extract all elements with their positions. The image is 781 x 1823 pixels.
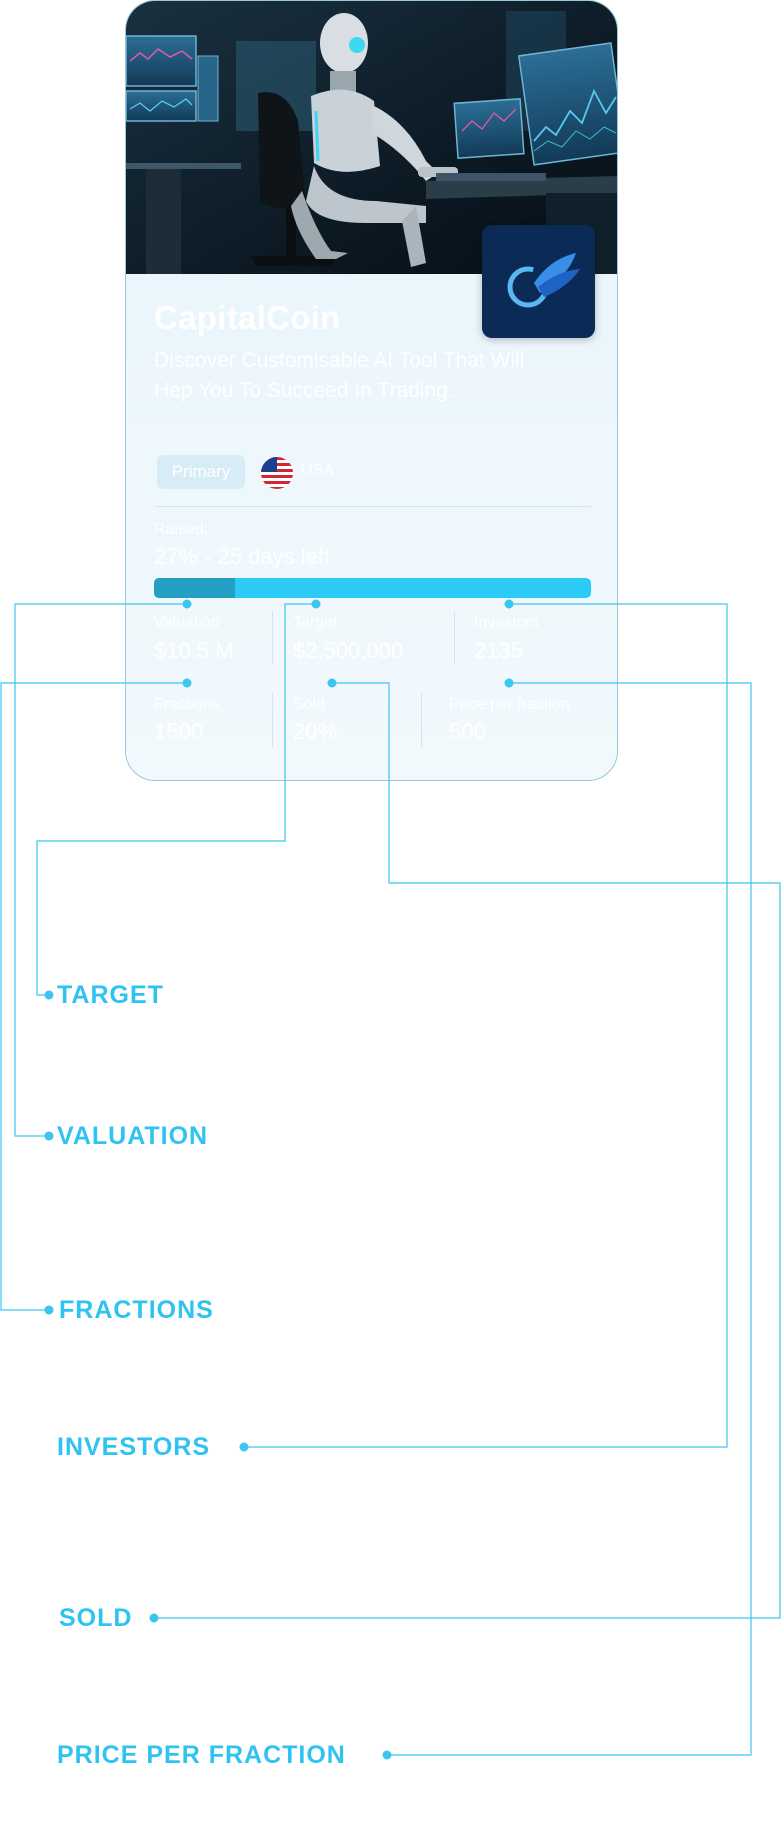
investment-card[interactable]: CapitalCoin Discover Customisable AI Too…: [125, 0, 618, 781]
connector-price-per-fraction: [387, 682, 752, 1756]
anchor-dot: [504, 599, 514, 609]
country-label: USA: [301, 462, 334, 479]
callout-valuation: VALUATION: [57, 1122, 209, 1150]
price-per-fraction-label: Price per fraction: [449, 696, 570, 713]
hero-image: [126, 1, 617, 274]
anchor-dot: [311, 599, 321, 609]
stat-separator: [454, 611, 455, 665]
stat-separator: [272, 611, 273, 665]
price-per-fraction-value: 500: [449, 719, 486, 744]
anchor-dot: [327, 678, 337, 688]
callout-dot: [239, 1442, 249, 1452]
investors-label: Investors: [474, 614, 539, 631]
connector-investors: [244, 603, 728, 1448]
valuation-label: Valuation: [154, 614, 220, 631]
investors-value: 2135: [474, 638, 523, 663]
raise-progress-bar: [154, 578, 591, 598]
callout-dot: [44, 1131, 54, 1141]
stat-separator: [272, 693, 273, 747]
anchor-dot: [182, 599, 192, 609]
usa-flag-icon: [261, 457, 293, 489]
callout-dot: [382, 1750, 392, 1760]
stat-separator: [421, 693, 422, 747]
callout-target: TARGET: [57, 981, 164, 1009]
connector-target: [36, 603, 316, 996]
raise-progress-fill: [154, 578, 235, 598]
sold-label: Sold: [293, 696, 326, 713]
raised-value: 27% - 25 days left: [154, 544, 331, 569]
primary-tag[interactable]: Primary: [157, 455, 245, 489]
valuation-value: $10.5 M: [154, 638, 234, 663]
callout-dot: [149, 1613, 159, 1623]
callout-dot: [44, 1305, 54, 1315]
capitalcoin-logo-icon: [482, 225, 595, 338]
callout-fractions: FRACTIONS: [59, 1296, 214, 1324]
callout-dot: [44, 990, 54, 1000]
target-label: Target: [293, 614, 338, 631]
anchor-dot: [504, 678, 514, 688]
project-description: Discover Customisable AI Tool That Will …: [154, 349, 525, 402]
target-value: $2,500,000: [293, 638, 404, 663]
connector-valuation: [14, 603, 187, 1137]
connector-sold: [154, 682, 781, 1619]
callout-price-per-fraction: PRICE PER FRACTION: [57, 1741, 346, 1769]
fractions-label: Fractions: [154, 696, 220, 713]
connector-fractions: [0, 682, 187, 1311]
callout-investors: INVESTORS: [57, 1433, 211, 1461]
callout-sold: SOLD: [59, 1604, 133, 1632]
raised-label: Raised:: [154, 521, 209, 538]
project-title: CapitalCoin: [154, 299, 341, 336]
fractions-value: 1500: [154, 719, 203, 744]
anchor-dot: [182, 678, 192, 688]
sold-value: 20%: [293, 719, 338, 744]
divider: [154, 506, 591, 507]
